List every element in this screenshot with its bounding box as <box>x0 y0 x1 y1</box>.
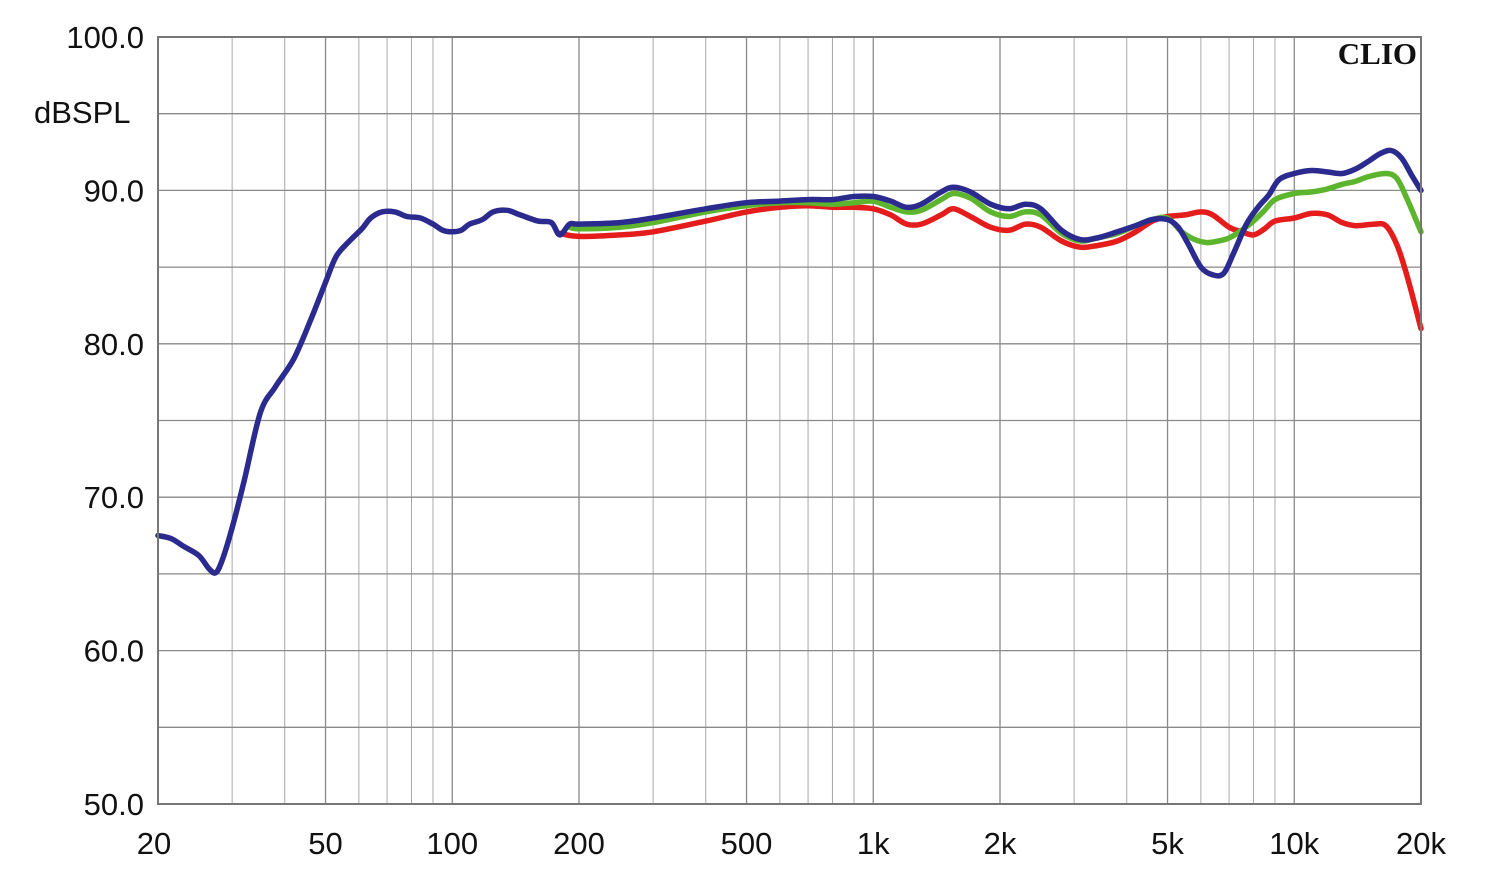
y-tick-label: 80.0 <box>84 327 144 362</box>
x-tick-label: 500 <box>721 826 773 861</box>
clio-brand-label: CLIO <box>1338 36 1417 71</box>
major-gridlines <box>158 37 1421 804</box>
x-tick-label: 1k <box>857 826 890 861</box>
y-tick-label: 60.0 <box>84 634 144 669</box>
x-tick-label: 10k <box>1269 826 1319 861</box>
blue-series-line <box>155 147 1424 576</box>
x-tick-label: 20k <box>1396 826 1446 861</box>
plot-frame <box>157 36 1422 805</box>
x-tick-labels: 20 50 100 200 500 1k 2k 5k 10k 20k <box>137 826 1447 861</box>
y-tick-label: 50.0 <box>84 787 144 822</box>
x-tick-label: 100 <box>426 826 478 861</box>
y-tick-label: 70.0 <box>84 480 144 515</box>
x-tick-label: 200 <box>553 826 605 861</box>
y-axis-unit-label: dBSPL <box>34 95 131 130</box>
x-tick-label: 2k <box>984 826 1017 861</box>
y-tick-label: 90.0 <box>84 173 144 208</box>
y-tick-labels: 100.0 90.0 80.0 70.0 60.0 50.0 <box>66 20 144 822</box>
y-tick-label: 100.0 <box>66 20 144 55</box>
x-tick-label: 20 <box>137 826 171 861</box>
x-tick-label: 5k <box>1151 826 1184 861</box>
x-tick-label: 50 <box>308 826 342 861</box>
series-lines <box>155 147 1424 576</box>
red-series-line <box>556 202 1424 332</box>
